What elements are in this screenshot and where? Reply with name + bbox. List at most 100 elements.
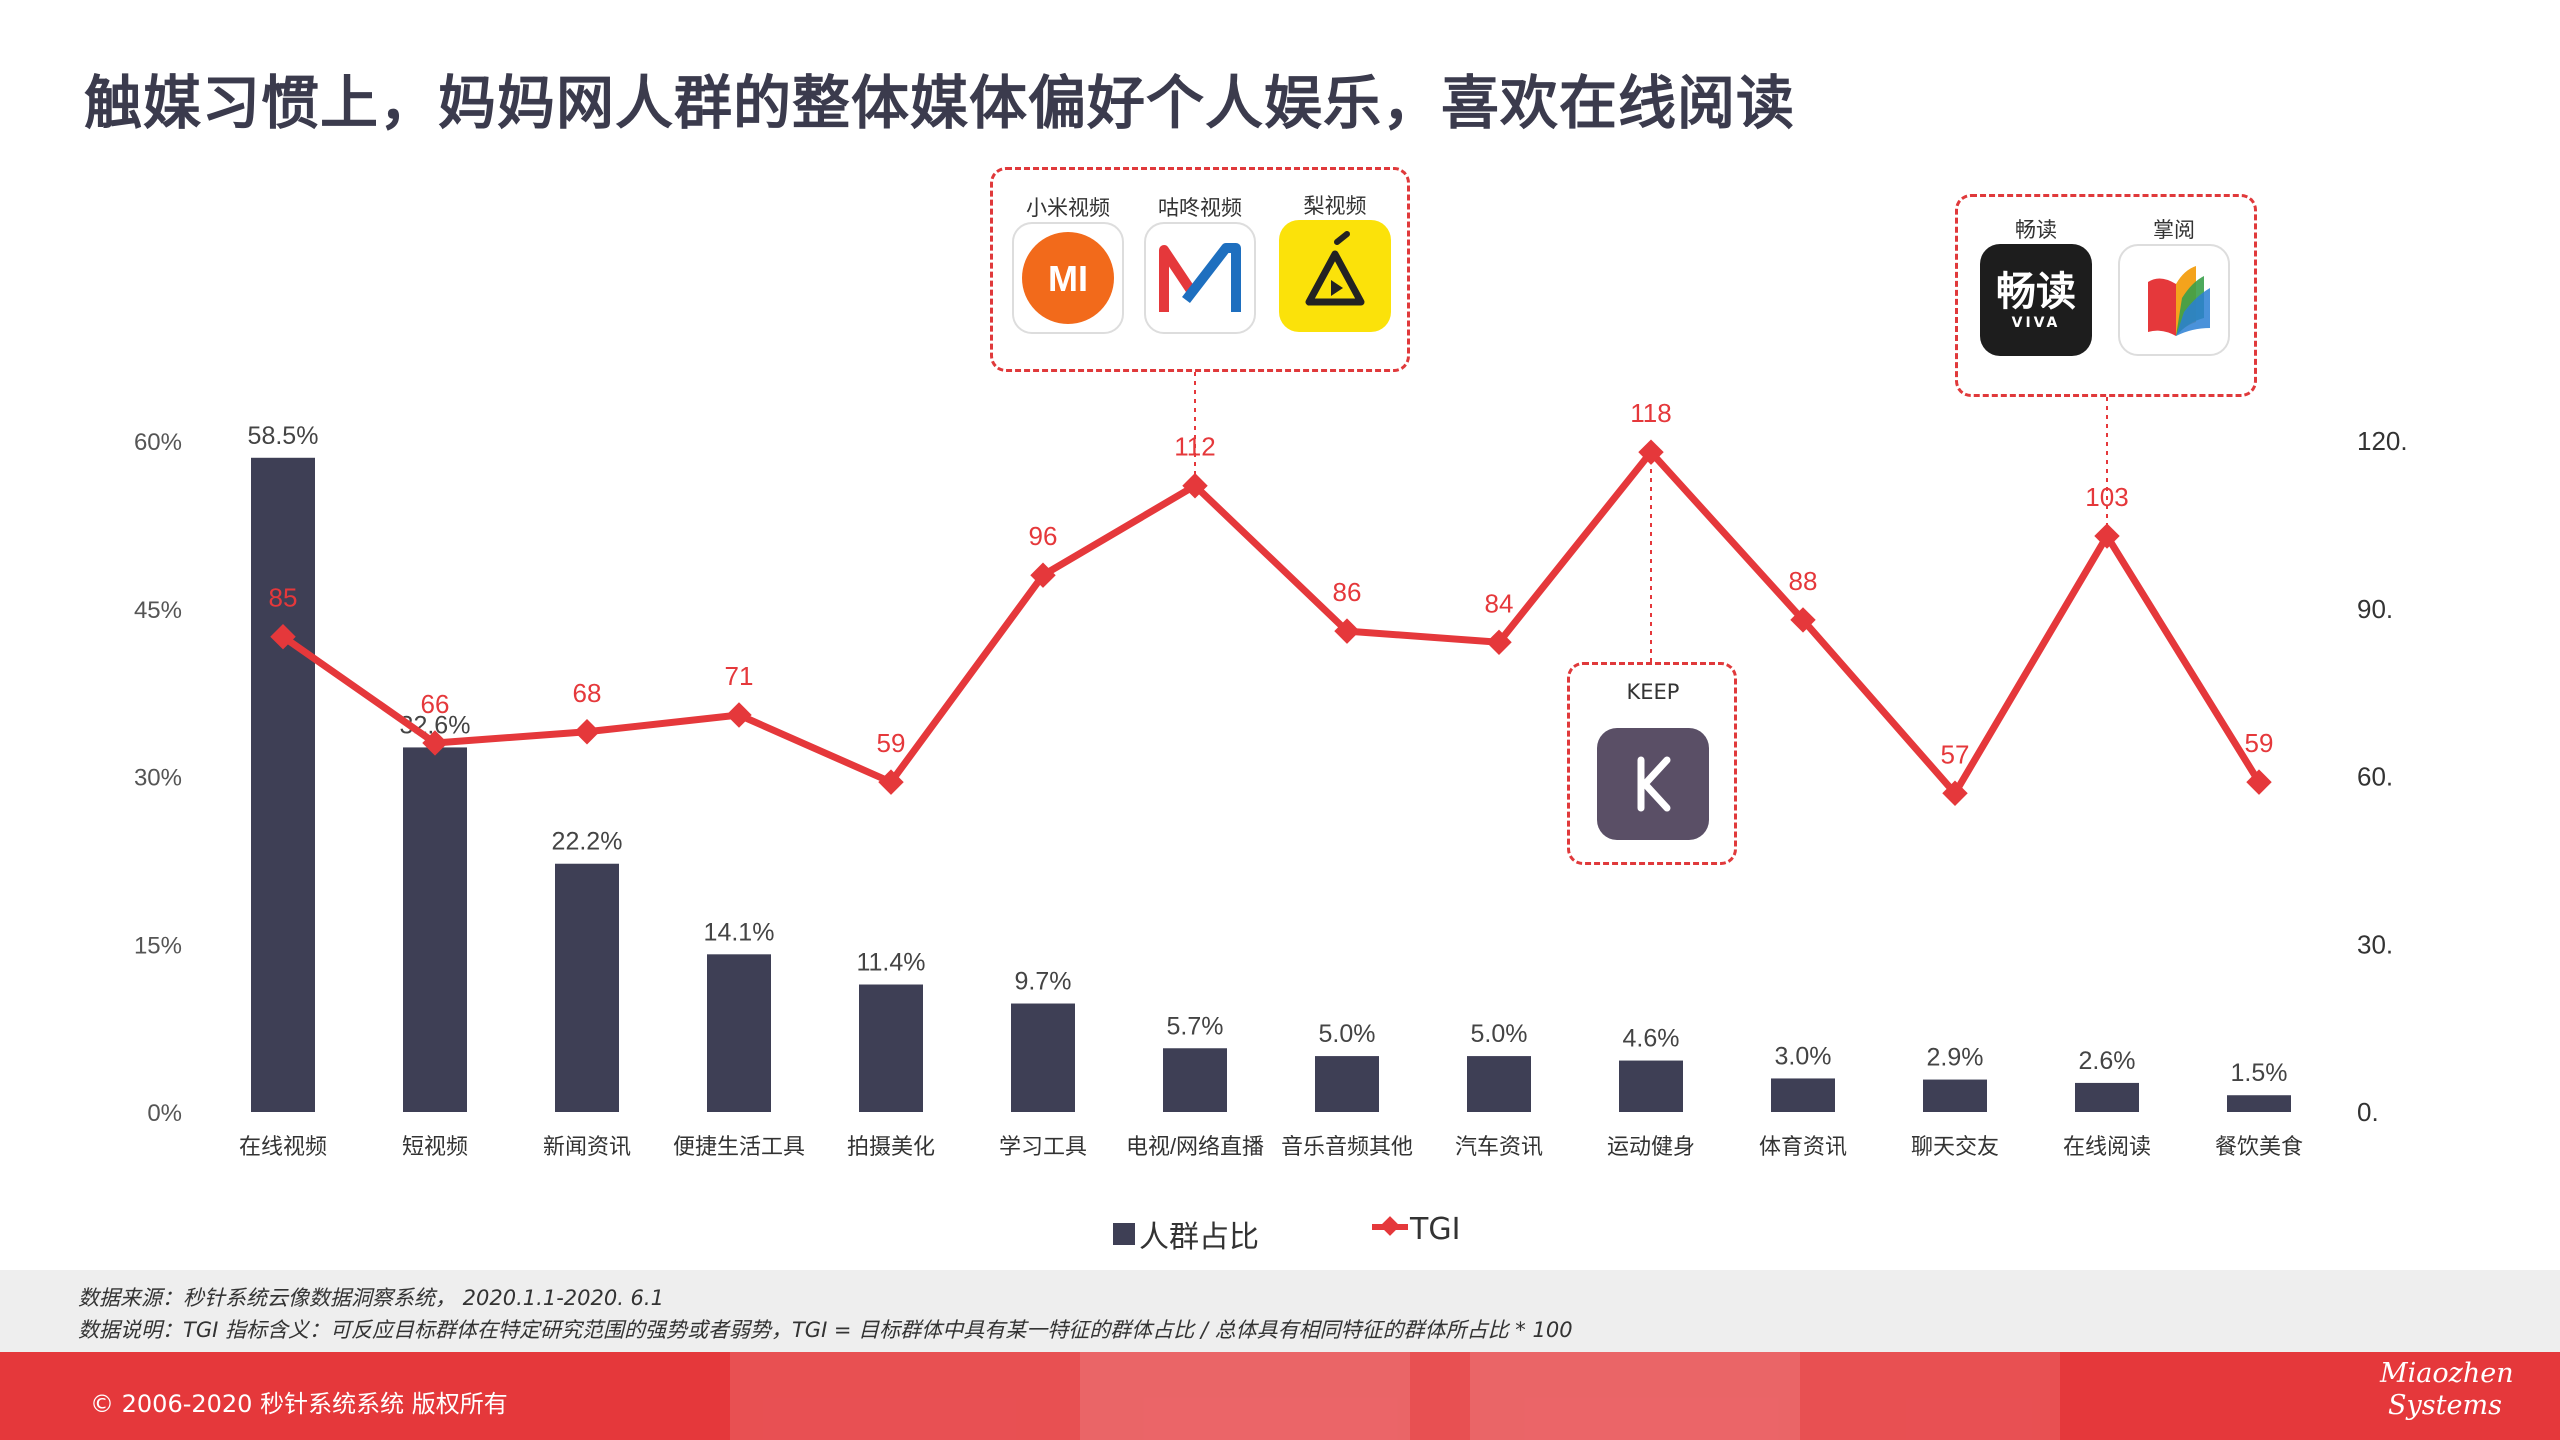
x-axis-tick-label: 便捷生活工具 — [673, 1134, 805, 1159]
changdu-icon-sub: VIVA — [2011, 315, 2061, 331]
callout-keep-app — [1567, 662, 1737, 865]
app-zhangyue: 掌阅 — [2116, 214, 2232, 356]
bar-data-label: 3.0% — [1775, 1042, 1832, 1070]
x-axis-tick-label: 汽车资讯 — [1455, 1134, 1543, 1159]
footer: © 2006-2020 秒针系统系统 版权所有 Miaozhen Systems — [0, 1352, 2560, 1440]
tgi-data-label: 59 — [877, 728, 906, 758]
right-axis-tick-label: 120. — [2357, 426, 2408, 456]
tgi-data-label: 96 — [1029, 521, 1058, 551]
bar — [859, 984, 923, 1112]
bar — [251, 457, 315, 1112]
bar-data-label: 9.7% — [1015, 968, 1072, 996]
tgi-data-label: 86 — [1333, 577, 1362, 607]
app-label: 咕咚视频 — [1158, 196, 1242, 220]
bar-data-label: 5.0% — [1319, 1020, 1376, 1048]
tgi-data-label: 103 — [2085, 482, 2128, 512]
app-gudong-video: 咕咚视频 — [1142, 192, 1258, 334]
bar — [1923, 1079, 1987, 1112]
app-xiaomi-video: 小米视频 MI — [1010, 192, 1126, 334]
right-axis-tick-label: 60. — [2357, 762, 2393, 792]
x-axis-tick-label: 聊天交友 — [1911, 1134, 1999, 1159]
right-axis-tick-label: 0. — [2357, 1097, 2379, 1127]
brand-logo: Miaozhen Systems — [2380, 1358, 2514, 1422]
bar-data-label: 5.7% — [1167, 1012, 1224, 1040]
tgi-data-label: 84 — [1485, 588, 1514, 618]
left-axis-tick-label: 15% — [134, 932, 182, 959]
right-axis-tick-label: 90. — [2357, 594, 2393, 624]
tgi-data-label: 71 — [725, 661, 754, 691]
left-axis-tick-label: 0% — [147, 1100, 182, 1127]
tgi-point — [574, 719, 600, 745]
tgi-point — [726, 702, 752, 728]
x-axis-tick-label: 新闻资讯 — [543, 1134, 631, 1159]
tgi-data-label: 112 — [1174, 432, 1215, 462]
x-axis-tick-label: 电视/网络直播 — [1126, 1134, 1264, 1159]
app-label: 掌阅 — [2153, 218, 2195, 242]
bar — [403, 747, 467, 1112]
brand-line2: Systems — [2388, 1390, 2502, 1421]
bar — [707, 954, 771, 1112]
app-label: 畅读 — [2015, 218, 2057, 242]
gudong-video-icon — [1144, 222, 1256, 334]
x-axis-tick-label: 运动健身 — [1607, 1134, 1695, 1159]
x-axis-tick-label: 在线阅读 — [2063, 1134, 2151, 1159]
bar-data-label: 22.2% — [552, 828, 623, 856]
bar — [1619, 1060, 1683, 1112]
page-title: 触媒习惯上，妈妈网人群的整体媒体偏好个人娱乐，喜欢在线阅读 — [84, 69, 1796, 137]
tgi-data-label: 57 — [1941, 739, 1970, 769]
legend-line-series: TGI — [1372, 1212, 1460, 1247]
bar-data-label: 1.5% — [2231, 1059, 2288, 1087]
bar — [1163, 1048, 1227, 1112]
source-line: 数据来源：秒针系统云像数据洞察系统， 2020.1.1-2020. 6.1 — [78, 1286, 664, 1310]
legend-bar-swatch — [1113, 1223, 1135, 1245]
brand-line1: Miaozhen — [2380, 1358, 2514, 1389]
tgi-point — [422, 730, 448, 756]
svg-text:MI: MI — [1048, 258, 1088, 299]
bar-data-label: 2.6% — [2079, 1047, 2136, 1075]
changdu-icon: 畅读 VIVA — [1980, 244, 2092, 356]
tgi-data-label: 118 — [1630, 398, 1671, 428]
app-changdu: 畅读 畅读 VIVA — [1978, 214, 2094, 356]
bar — [1467, 1056, 1531, 1112]
app-label: 梨视频 — [1303, 194, 1367, 218]
x-axis-tick-label: 拍摄美化 — [847, 1134, 935, 1159]
bar-data-label: 4.6% — [1623, 1025, 1680, 1053]
app-label: KEEP — [1626, 680, 1680, 704]
bar-data-label: 14.1% — [704, 918, 775, 946]
legend-bar-series: 人群占比 — [1113, 1212, 1259, 1256]
bar — [555, 863, 619, 1112]
tgi-data-label: 88 — [1789, 566, 1818, 596]
legend-bar-label: 人群占比 — [1139, 1220, 1259, 1255]
callout-reading-apps — [1955, 194, 2257, 397]
source-notes: 数据来源：秒针系统云像数据洞察系统， 2020.1.1-2020. 6.1 数据… — [0, 1270, 2560, 1352]
changdu-icon-text: 畅读 — [1996, 269, 2076, 315]
x-axis-tick-label: 音乐音频其他 — [1281, 1134, 1413, 1159]
tgi-data-label: 59 — [2245, 728, 2274, 758]
bar-data-label: 58.5% — [248, 422, 319, 450]
tgi-data-label: 68 — [573, 678, 602, 708]
left-axis-tick-label: 30% — [134, 765, 182, 792]
left-axis-tick-label: 45% — [134, 597, 182, 624]
footer-decoration — [730, 1352, 2060, 1440]
tgi-point — [270, 623, 296, 650]
pear-video-icon — [1279, 220, 1391, 332]
legend-line-label: TGI — [1410, 1212, 1461, 1247]
bar — [1315, 1056, 1379, 1112]
source-explanation: 数据说明：TGI 指标含义：可反应目标群体在特定研究范围的强势或者弱势，TGI … — [78, 1318, 1573, 1342]
bar — [1011, 1003, 1075, 1112]
app-pear-video: 梨视频 — [1276, 190, 1394, 332]
bar-data-label: 11.4% — [856, 949, 925, 977]
tgi-line — [280, 448, 2262, 797]
zhangyue-icon — [2118, 244, 2230, 356]
right-axis-tick-label: 30. — [2357, 929, 2393, 959]
x-axis-tick-label: 学习工具 — [999, 1134, 1087, 1159]
app-label: 小米视频 — [1026, 196, 1110, 220]
app-keep: KEEP — [1594, 680, 1712, 840]
bar-data-label: 5.0% — [1471, 1020, 1528, 1048]
xiaomi-video-icon: MI — [1012, 222, 1124, 334]
tgi-data-label: 66 — [421, 689, 450, 719]
footer-decoration — [1080, 1352, 1410, 1440]
bar — [1771, 1078, 1835, 1112]
bar-data-label: 2.9% — [1927, 1044, 1984, 1072]
